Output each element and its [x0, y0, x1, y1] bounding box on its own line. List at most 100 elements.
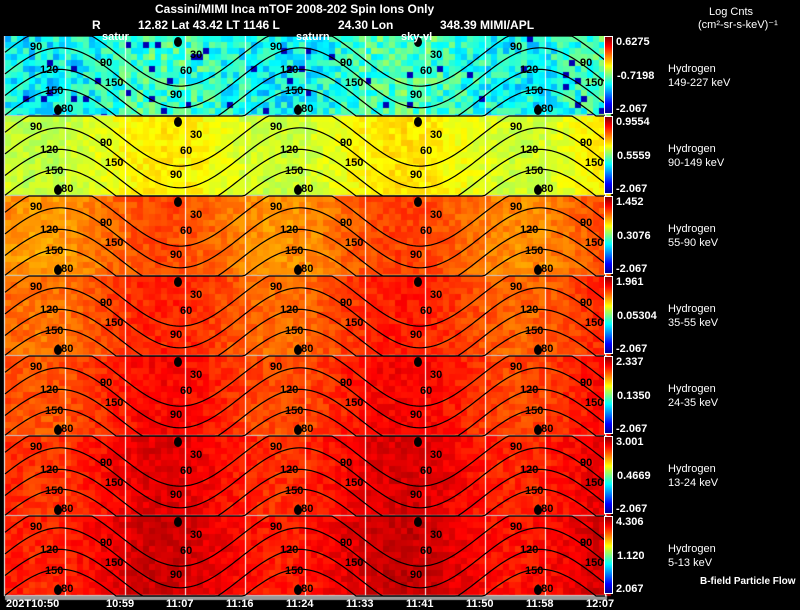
contour-line — [4, 447, 606, 509]
contour-label: 120 — [40, 64, 58, 76]
contour-label: 150 — [105, 477, 123, 489]
contour-label: 150 — [585, 397, 603, 409]
flow-direction-marker — [294, 585, 302, 595]
contour-label: 90 — [410, 569, 422, 581]
flow-direction-marker — [534, 345, 542, 355]
contour-label: 90 — [100, 457, 112, 469]
footer-note: B-field Particle Flow — [700, 576, 796, 587]
panel-species: Hydrogen — [668, 383, 716, 395]
contour-label: 150 — [285, 165, 303, 177]
colorbar-mid: 0.5559 — [617, 150, 651, 162]
contour-label: 120 — [280, 64, 298, 76]
contour-label: 30 — [190, 449, 202, 461]
contour-label: 90 — [580, 137, 592, 149]
contour-label: 150 — [105, 397, 123, 409]
contour-label: 150 — [285, 485, 303, 497]
contour-label: 30 — [190, 209, 202, 221]
panel-species: Hydrogen — [668, 143, 716, 155]
subtitle-position: 12.82 Lat 43.42 LT 1146 L — [138, 18, 280, 32]
flow-direction-marker — [534, 265, 542, 275]
contour-line — [4, 68, 606, 117]
contour-label: 120 — [280, 384, 298, 396]
contour-label: 150 — [285, 565, 303, 577]
flow-direction-marker — [174, 357, 182, 367]
contour-label: 90 — [580, 297, 592, 309]
contour-label: 60 — [420, 385, 432, 397]
contour-label: 90 — [100, 57, 112, 69]
overlay-label: satur — [102, 31, 129, 43]
contour-line — [4, 168, 605, 197]
contour-label: 150 — [525, 245, 543, 257]
contour-label: 90 — [410, 329, 422, 341]
contour-label: 90 — [270, 281, 282, 293]
contour-label: 60 — [420, 145, 432, 157]
contour-label: 90 — [510, 521, 522, 533]
colorbar-max: 2.337 — [616, 356, 644, 368]
colorbar-min: -2.067 — [616, 103, 648, 115]
contour-label: 150 — [585, 477, 603, 489]
contour-label: 90 — [170, 409, 182, 421]
contour-label: 150 — [285, 325, 303, 337]
contour-label: 150 — [525, 325, 543, 337]
contour-label: 30 — [430, 209, 442, 221]
contour-line — [4, 308, 606, 357]
colorbar-min: -2.067 — [616, 423, 648, 435]
contour-label: 30 — [190, 129, 202, 141]
flow-direction-marker — [294, 505, 302, 515]
contour-label: 60 — [420, 65, 432, 77]
contour-label: 90 — [30, 281, 42, 293]
flow-direction-marker — [294, 425, 302, 435]
colorbar-title: Log Cnts — [709, 6, 754, 18]
contour-line — [4, 388, 606, 437]
flow-direction-marker — [414, 197, 422, 207]
contour-label: 90 — [100, 297, 112, 309]
contour-label: 150 — [105, 77, 123, 89]
flow-direction-marker — [414, 117, 422, 127]
contour-line — [4, 488, 605, 517]
contour-label: 90 — [340, 297, 352, 309]
contour-label: 150 — [345, 397, 363, 409]
flow-direction-marker — [414, 357, 422, 367]
colorbar-min: -2.067 — [616, 183, 648, 195]
colorbar-min: 2.067 — [616, 583, 644, 595]
flow-direction-marker — [174, 437, 182, 447]
contour-label: 150 — [585, 157, 603, 169]
contour-label: 30 — [190, 289, 202, 301]
contour-line — [4, 195, 606, 247]
contour-label: 150 — [105, 317, 123, 329]
contour-label: 90 — [30, 121, 42, 133]
contour-label: 150 — [45, 325, 63, 337]
contour-label: 90 — [30, 521, 42, 533]
contour-label: 90 — [170, 489, 182, 501]
contour-label: 30 — [430, 449, 442, 461]
panel-energy: 55-90 keV — [668, 237, 719, 249]
contour-label: 120 — [40, 384, 58, 396]
contour-label: 90 — [270, 361, 282, 373]
contour-label: 150 — [45, 405, 63, 417]
colorbar-mid: -0.7198 — [617, 70, 655, 82]
contour-line — [4, 127, 606, 189]
flow-direction-marker — [174, 197, 182, 207]
x-tick-label: 10:59 — [106, 598, 135, 610]
contour-line — [4, 275, 606, 327]
contour-overlay: 9012015018015090306090901201501801509030… — [4, 36, 606, 597]
panel-energy: 35-55 keV — [668, 317, 719, 329]
contour-label: 150 — [585, 557, 603, 569]
contour-line — [4, 435, 606, 487]
contour-label: 150 — [345, 77, 363, 89]
contour-label: 150 — [285, 405, 303, 417]
contour-line — [4, 527, 606, 589]
panel-species: Hydrogen — [668, 63, 716, 75]
subtitle-lon-value: 348.39 MIMI/APL — [440, 18, 535, 32]
contour-label: 90 — [270, 521, 282, 533]
x-tick-label: 11:33 — [346, 598, 374, 610]
contour-label: 90 — [410, 169, 422, 181]
contour-label: 150 — [525, 85, 543, 97]
contour-label: 150 — [45, 85, 63, 97]
contour-label: 120 — [280, 224, 298, 236]
contour-label: 30 — [190, 49, 202, 61]
contour-label: 90 — [100, 137, 112, 149]
contour-label: 120 — [40, 304, 58, 316]
colorbar-min: -2.067 — [616, 263, 648, 275]
flow-direction-marker — [534, 185, 542, 195]
